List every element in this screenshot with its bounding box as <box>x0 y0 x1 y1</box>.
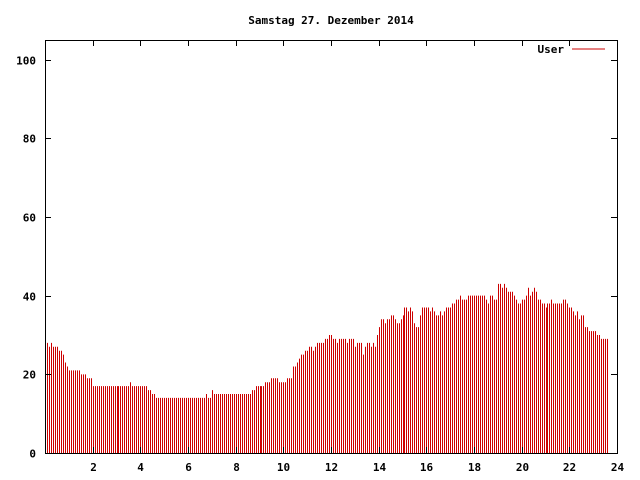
y-tick-label: 40 <box>23 291 36 304</box>
y-tick-label: 80 <box>23 133 36 146</box>
x-tick-label: 18 <box>468 461 481 474</box>
chart-title: Samstag 27. Dezember 2014 <box>248 14 414 27</box>
legend: User <box>538 43 605 56</box>
x-tick-label: 8 <box>233 461 240 474</box>
x-tick-label: 22 <box>563 461 576 474</box>
x-tick-label: 20 <box>516 461 529 474</box>
x-tick-label: 16 <box>420 461 434 474</box>
y-tick-label: 20 <box>23 369 36 382</box>
data-bars <box>45 283 608 453</box>
x-tick-label: 24 <box>611 461 625 474</box>
y-tick-label: 60 <box>23 212 36 225</box>
x-tick-label: 12 <box>325 461 338 474</box>
x-tick-label: 4 <box>137 461 144 474</box>
x-tick-label: 6 <box>185 461 192 474</box>
y-tick-label: 100 <box>16 55 36 68</box>
x-tick-label: 14 <box>373 461 387 474</box>
x-tick-label: 2 <box>90 461 97 474</box>
y-tick-label: 0 <box>29 448 36 461</box>
x-tick-label: 10 <box>277 461 290 474</box>
legend-label: User <box>538 43 565 56</box>
